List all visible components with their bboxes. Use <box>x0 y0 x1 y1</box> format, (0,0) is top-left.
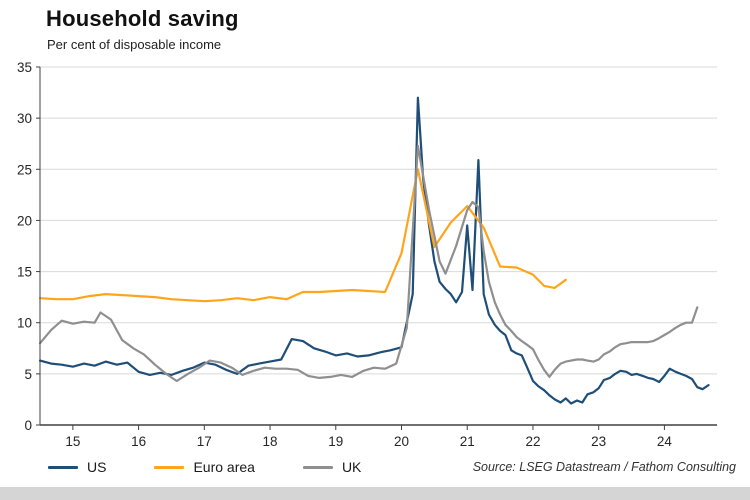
legend-item-uk: UK <box>302 459 362 475</box>
legend-item-euro-area: Euro area <box>154 459 255 475</box>
svg-text:30: 30 <box>17 111 32 126</box>
legend-label-uk: UK <box>341 459 362 475</box>
svg-text:15: 15 <box>17 265 32 280</box>
svg-text:10: 10 <box>17 316 32 331</box>
source-credit: Source: LSEG Datastream / Fathom Consult… <box>472 460 736 474</box>
uk-line-swatch <box>302 465 333 469</box>
svg-text:18: 18 <box>263 434 278 449</box>
euro-area-line-swatch <box>154 465 185 469</box>
horizontal-scrollbar[interactable] <box>0 487 750 500</box>
chart-subtitle: Per cent of disposable income <box>47 37 222 52</box>
svg-text:5: 5 <box>24 367 32 382</box>
legend-label-us: US <box>87 459 107 475</box>
legend-label-euro-area: Euro area <box>193 459 255 475</box>
us-line-swatch <box>48 465 78 469</box>
svg-text:24: 24 <box>657 434 673 449</box>
chart-title: Household saving <box>46 6 239 31</box>
legend-item-us: US <box>48 459 106 475</box>
svg-text:21: 21 <box>460 434 475 449</box>
svg-text:19: 19 <box>328 434 343 449</box>
svg-text:35: 35 <box>17 60 32 75</box>
svg-text:16: 16 <box>131 434 146 449</box>
svg-text:20: 20 <box>17 213 32 228</box>
svg-text:25: 25 <box>17 162 32 177</box>
svg-text:20: 20 <box>394 434 409 449</box>
svg-text:17: 17 <box>197 434 212 449</box>
svg-text:15: 15 <box>65 434 80 449</box>
svg-text:23: 23 <box>591 434 606 449</box>
line-chart-canvas: 0 5 10 15 20 25 30 35 15 16 17 18 19 20 21 22 23 24 <box>17 60 717 449</box>
svg-text:22: 22 <box>525 434 540 449</box>
legend: US Euro area UK Source: LSEG Datastream … <box>48 457 736 477</box>
svg-text:0: 0 <box>24 418 32 433</box>
